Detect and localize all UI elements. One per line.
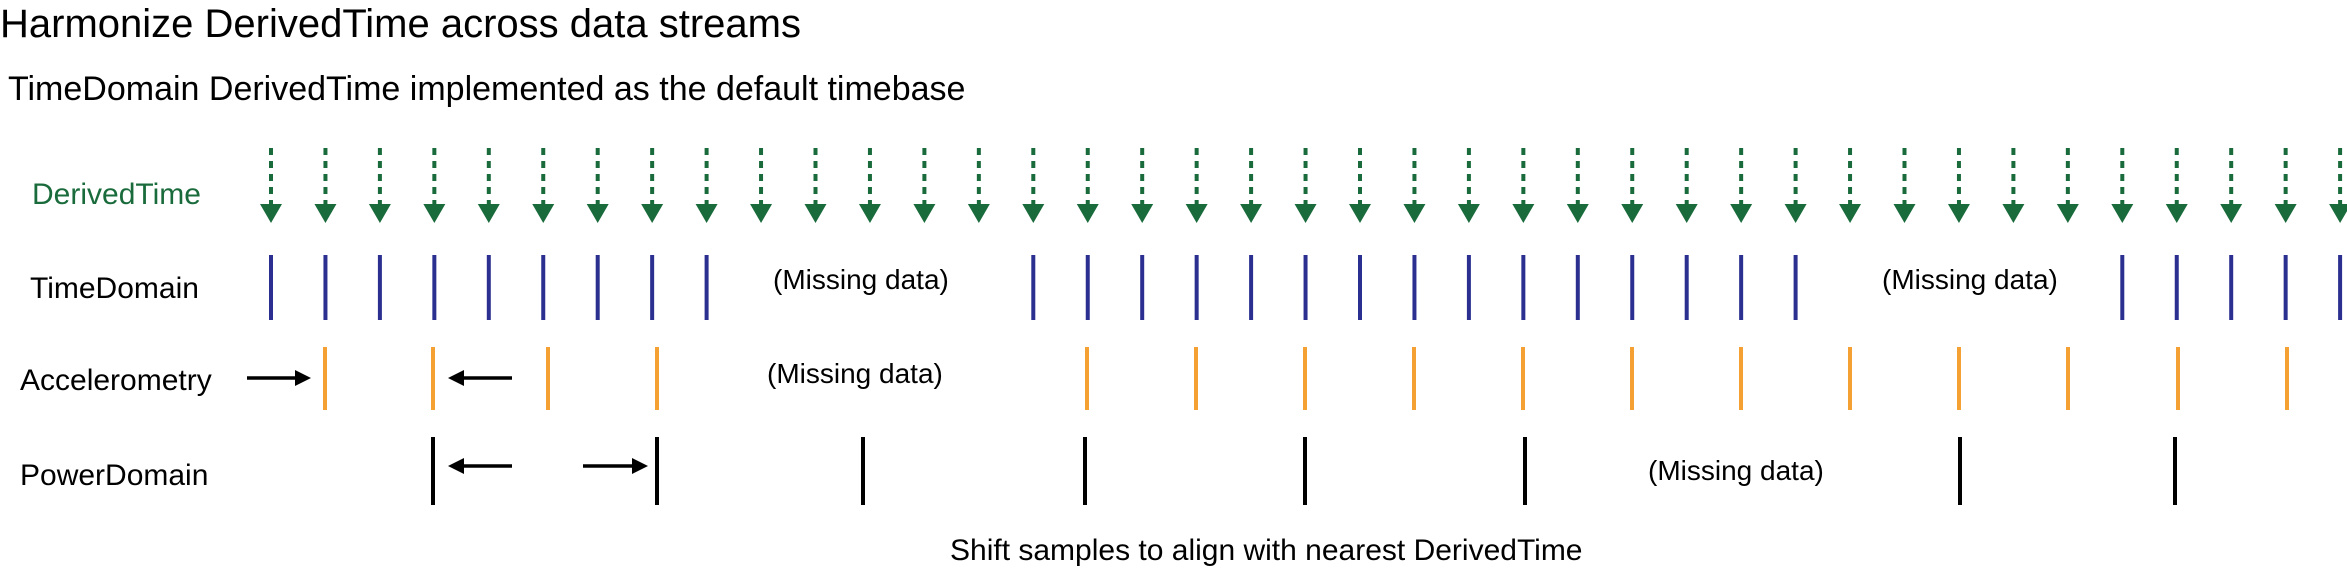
- derivedtime-arrow: [1947, 148, 1970, 223]
- derivedtime-arrow-head: [314, 204, 337, 223]
- missing-data-label-accelerometry: (Missing data): [767, 358, 943, 389]
- derivedtime-arrow: [1730, 148, 1753, 223]
- derivedtime-arrow: [368, 148, 391, 223]
- derivedtime-arrow: [1022, 148, 1045, 223]
- derivedtime-arrow-head: [2329, 204, 2347, 223]
- derivedtime-arrow-head: [1730, 204, 1753, 223]
- row-label-powerdomain: PowerDomain: [20, 459, 209, 492]
- derivedtime-arrow: [2329, 148, 2347, 223]
- derivedtime-arrow: [1566, 148, 1589, 223]
- diagram-caption: Shift samples to align with nearest Deri…: [950, 534, 1583, 567]
- derivedtime-arrow: [1076, 148, 1099, 223]
- derivedtime-arrow: [858, 148, 881, 223]
- derivedtime-arrow-head: [1076, 204, 1099, 223]
- derivedtime-arrow: [1185, 148, 1208, 223]
- derivedtime-arrow: [1621, 148, 1644, 223]
- derivedtime-arrow: [1457, 148, 1480, 223]
- derivedtime-arrow-head: [1839, 204, 1862, 223]
- derivedtime-arrow-head: [260, 204, 282, 223]
- derivedtime-arrow-head: [1947, 204, 1970, 223]
- derivedtime-arrow-head: [1240, 204, 1263, 223]
- derivedtime-arrow-head: [1131, 204, 1154, 223]
- derivedtime-arrow-head: [1349, 204, 1371, 223]
- derivedtime-arrow-head: [1294, 204, 1317, 223]
- derivedtime-arrow: [913, 148, 936, 223]
- missing-data-label-timedomain: (Missing data): [773, 264, 949, 295]
- derivedtime-arrow: [423, 148, 446, 223]
- derivedtime-arrow: [1512, 148, 1535, 223]
- derivedtime-arrow: [314, 148, 337, 223]
- derivedtime-arrow-head: [1512, 204, 1535, 223]
- derivedtime-arrow: [1839, 148, 1862, 223]
- shift-arrow-head: [632, 458, 648, 474]
- missing-data-label-timedomain: (Missing data): [1882, 264, 2058, 295]
- diagram-title: Harmonize DerivedTime across data stream…: [0, 2, 801, 46]
- derivedtime-arrow-head: [423, 204, 446, 223]
- derivedtime-arrow: [750, 148, 773, 223]
- shift-arrow: [247, 370, 311, 386]
- derivedtime-arrow: [967, 148, 990, 223]
- derivedtime-arrow-head: [967, 204, 990, 223]
- shift-arrow-head: [448, 370, 464, 386]
- derivedtime-arrow-head: [1185, 204, 1208, 223]
- derivedtime-arrow: [477, 148, 500, 223]
- derivedtime-arrow-head: [477, 204, 500, 223]
- derivedtime-arrow: [2220, 148, 2243, 223]
- derivedtime-arrow-head: [532, 204, 555, 223]
- derivedtime-arrow-head: [2274, 204, 2297, 223]
- derivedtime-arrow: [1784, 148, 1807, 223]
- derivedtime-arrow-head: [1675, 204, 1698, 223]
- derivedtime-arrow-head: [695, 204, 718, 223]
- derivedtime-arrow: [2056, 148, 2079, 223]
- derivedtime-arrow-head: [1022, 204, 1045, 223]
- derivedtime-arrow: [1675, 148, 1698, 223]
- derivedtime-arrow-head: [1784, 204, 1807, 223]
- derivedtime-arrow: [1131, 148, 1154, 223]
- derivedtime-arrow-head: [1403, 204, 1426, 223]
- derivedtime-arrow-head: [2056, 204, 2079, 223]
- derivedtime-arrow-head: [641, 204, 664, 223]
- derivedtime-arrow: [1403, 148, 1426, 223]
- row-label-accelerometry: Accelerometry: [20, 364, 212, 397]
- shift-arrow-head: [295, 370, 311, 386]
- derivedtime-arrow: [2002, 148, 2025, 223]
- derivedtime-arrow-head: [804, 204, 827, 223]
- derivedtime-arrow: [2274, 148, 2297, 223]
- derivedtime-arrow-head: [1457, 204, 1480, 223]
- derivedtime-arrow-head: [858, 204, 881, 223]
- row-label-timedomain: TimeDomain: [30, 272, 199, 305]
- derivedtime-arrow-head: [1566, 204, 1589, 223]
- derivedtime-arrow-head: [2220, 204, 2243, 223]
- shift-arrow: [448, 458, 512, 474]
- shift-arrow: [583, 458, 648, 474]
- derivedtime-arrow-head: [2165, 204, 2188, 223]
- derivedtime-arrow: [695, 148, 718, 223]
- derivedtime-arrow: [586, 148, 609, 223]
- derivedtime-arrow: [804, 148, 827, 223]
- row-label-derivedtime: DerivedTime: [32, 178, 201, 211]
- diagram-subtitle: TimeDomain DerivedTime implemented as th…: [8, 70, 966, 108]
- derivedtime-arrow: [641, 148, 664, 223]
- derivedtime-arrow-head: [913, 204, 936, 223]
- derivedtime-arrow: [2165, 148, 2188, 223]
- derivedtime-arrow: [532, 148, 555, 223]
- derivedtime-arrow: [1893, 148, 1916, 223]
- derivedtime-arrow: [1349, 148, 1371, 223]
- derivedtime-arrow: [1294, 148, 1317, 223]
- derivedtime-arrow-head: [2002, 204, 2025, 223]
- derivedtime-arrow: [260, 148, 282, 223]
- derivedtime-arrow-head: [368, 204, 391, 223]
- shift-arrow-head: [448, 458, 464, 474]
- derivedtime-arrow: [1240, 148, 1263, 223]
- derivedtime-arrow-head: [586, 204, 609, 223]
- derivedtime-arrow-head: [2111, 204, 2134, 223]
- derivedtime-arrow-head: [1621, 204, 1644, 223]
- derivedtime-arrow: [2111, 148, 2134, 223]
- derivedtime-arrow-head: [1893, 204, 1916, 223]
- derivedtime-arrow-head: [750, 204, 773, 223]
- missing-data-label-powerdomain: (Missing data): [1648, 455, 1824, 486]
- shift-arrow: [448, 370, 512, 386]
